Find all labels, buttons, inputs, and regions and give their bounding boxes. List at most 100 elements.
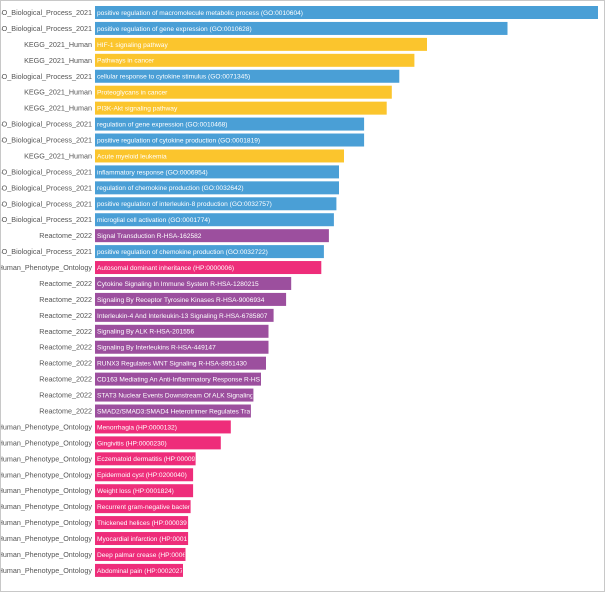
bar[interactable]	[95, 276, 292, 290]
bar[interactable]	[95, 452, 196, 466]
bar[interactable]	[95, 500, 191, 514]
bar[interactable]	[95, 340, 269, 354]
bar[interactable]	[95, 229, 329, 243]
term-label: cellular response to cytokine stimulus (…	[97, 74, 250, 81]
term-label: regulation of chemokine production (GO:0…	[97, 185, 244, 192]
term-label: Cytokine Signaling In Immune System R-HS…	[97, 281, 259, 288]
library-label: Reactome_2022	[39, 279, 92, 288]
bar[interactable]	[95, 165, 339, 179]
bar[interactable]	[95, 149, 344, 163]
bar[interactable]	[95, 563, 183, 577]
bar-row: Reactome_2022 CD163 Mediating An Anti-Inf…	[39, 372, 293, 386]
library-label: Reactome_2022	[39, 391, 92, 400]
bar[interactable]	[95, 133, 365, 147]
bar-row: GO_Biological_Process_2021 positive regul…	[1, 133, 365, 147]
library-label: GO_Biological_Process_2021	[1, 247, 92, 256]
term-label: inflammatory response (GO:0006954)	[97, 169, 208, 176]
bar[interactable]	[95, 21, 508, 35]
term-label: microglial cell activation (GO:0001774)	[97, 217, 210, 224]
bar-row: Reactome_2022 Interleukin-4 And Interleuk…	[39, 308, 274, 322]
library-label: Human_Phenotype_Ontology	[1, 470, 92, 479]
term-label: HIF-1 signaling pathway	[97, 42, 168, 49]
term-label: positive regulation of cytokine producti…	[97, 137, 260, 144]
term-label: SMAD2/SMAD3:SMAD4 Heterotrimer Regulates…	[97, 408, 329, 415]
term-label: positive regulation of chemokine product…	[97, 249, 268, 256]
library-label: GO_Biological_Process_2021	[1, 199, 92, 208]
bar-row: Human_Phenotype_Ontology Weight loss (HP:…	[1, 484, 194, 498]
bar[interactable]	[95, 261, 322, 275]
bar-row: GO_Biological_Process_2021 positive regul…	[1, 21, 508, 35]
bar[interactable]	[95, 436, 221, 450]
bar[interactable]	[95, 69, 400, 83]
bar[interactable]	[95, 101, 387, 115]
bar-row: Reactome_2022 STAT3 Nuclear Events Downst…	[39, 388, 254, 402]
library-label: Reactome_2022	[39, 231, 92, 240]
bar-row: Human_Phenotype_Ontology Gingivitis (HP:0…	[1, 436, 221, 450]
term-label: Eczematoid dermatitis (HP:0000976)	[97, 456, 205, 463]
bar-row: Human_Phenotype_Ontology Epidermoid cyst …	[1, 468, 194, 482]
bar-row: Reactome_2022 Signaling By ALK R-HSA-2015…	[39, 324, 269, 338]
bar[interactable]	[95, 356, 266, 370]
bar-row: Reactome_2022 Signaling By Interleukins R…	[39, 340, 269, 354]
term-label: Pathways in cancer	[97, 58, 155, 65]
library-label: Reactome_2022	[39, 375, 92, 384]
term-label: CD163 Mediating An Anti-Inflammatory Res…	[97, 377, 293, 384]
library-label: GO_Biological_Process_2021	[1, 183, 92, 192]
library-label: KEGG_2021_Human	[24, 40, 92, 49]
library-label: GO_Biological_Process_2021	[1, 167, 92, 176]
bar[interactable]	[95, 532, 189, 546]
bar[interactable]	[95, 117, 365, 131]
bar-row: GO_Biological_Process_2021 positive regul…	[1, 197, 337, 211]
bar[interactable]	[95, 468, 194, 482]
bar-row: Human_Phenotype_Ontology Eczematoid derma…	[1, 452, 205, 466]
bar-row: Reactome_2022 Cytokine Signaling In Immun…	[39, 276, 292, 290]
term-label: Signaling By ALK R-HSA-201556	[97, 329, 194, 336]
bar-row: Human_Phenotype_Ontology Thickened helice…	[1, 516, 189, 530]
library-label: Reactome_2022	[39, 311, 92, 320]
bar[interactable]	[95, 197, 337, 211]
bar-row: Reactome_2022 Signal Transduction R-HSA-1…	[39, 229, 329, 243]
bar[interactable]	[95, 324, 269, 338]
bar[interactable]	[95, 547, 186, 561]
term-label: regulation of gene expression (GO:001046…	[97, 121, 228, 128]
bar[interactable]	[95, 53, 415, 67]
bar[interactable]	[95, 308, 274, 322]
bar[interactable]	[95, 213, 334, 227]
term-label: PI3K-Akt signaling pathway	[97, 106, 178, 113]
bar-row: GO_Biological_Process_2021 cellular respo…	[1, 69, 400, 83]
library-label: Human_Phenotype_Ontology	[1, 518, 92, 527]
bar-row: Reactome_2022 Signaling By Receptor Tyros…	[39, 292, 287, 306]
library-label: Reactome_2022	[39, 327, 92, 336]
bar-row: GO_Biological_Process_2021 positive regul…	[1, 6, 598, 19]
bar[interactable]	[95, 85, 392, 99]
bar[interactable]	[95, 516, 189, 530]
bar-row: GO_Biological_Process_2021 regulation of …	[1, 117, 365, 131]
library-label: Human_Phenotype_Ontology	[1, 454, 92, 463]
bar-row: GO_Biological_Process_2021 microglial cel…	[1, 213, 334, 227]
term-label: Interleukin-4 And Interleukin-13 Signali…	[97, 313, 268, 320]
term-label: Autosomal dominant inheritance (HP:00000…	[97, 265, 234, 272]
library-label: KEGG_2021_Human	[24, 56, 92, 65]
term-label: positive regulation of macromolecule met…	[97, 10, 303, 17]
bar[interactable]	[95, 420, 231, 434]
bar[interactable]	[95, 6, 598, 19]
library-label: GO_Biological_Process_2021	[1, 120, 92, 129]
bar[interactable]	[95, 484, 194, 498]
bar[interactable]	[95, 372, 261, 386]
bar[interactable]	[95, 37, 427, 51]
bar-row: Reactome_2022 RUNX3 Regulates WNT Signali…	[39, 356, 266, 370]
bar[interactable]	[95, 292, 287, 306]
bar[interactable]	[95, 388, 254, 402]
bar[interactable]	[95, 404, 251, 418]
bars-layer: GO_Biological_Process_2021 positive regul…	[1, 6, 598, 577]
term-label: positive regulation of gene expression (…	[97, 26, 252, 33]
term-label: Gingivitis (HP:0000230)	[97, 440, 167, 447]
bar[interactable]	[95, 245, 324, 259]
term-label: Weight loss (HP:0001824)	[97, 488, 174, 495]
term-label: Menorrhagia (HP:0000132)	[97, 424, 177, 431]
bar-row: KEGG_2021_Human HIF-1 signaling pathway	[24, 37, 427, 51]
library-label: Human_Phenotype_Ontology	[1, 502, 92, 511]
bar[interactable]	[95, 181, 339, 195]
bar-row: KEGG_2021_Human Pathways in cancer	[24, 53, 415, 67]
